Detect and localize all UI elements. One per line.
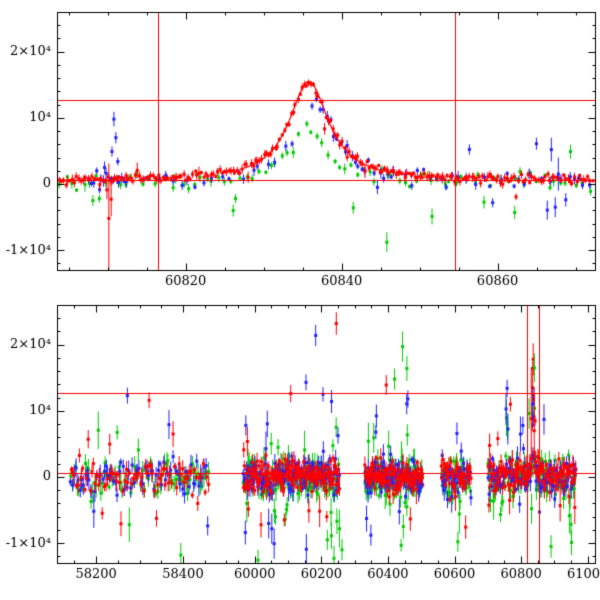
- light-curve-canvas: [0, 0, 600, 600]
- light-curve-figure: [0, 0, 600, 600]
